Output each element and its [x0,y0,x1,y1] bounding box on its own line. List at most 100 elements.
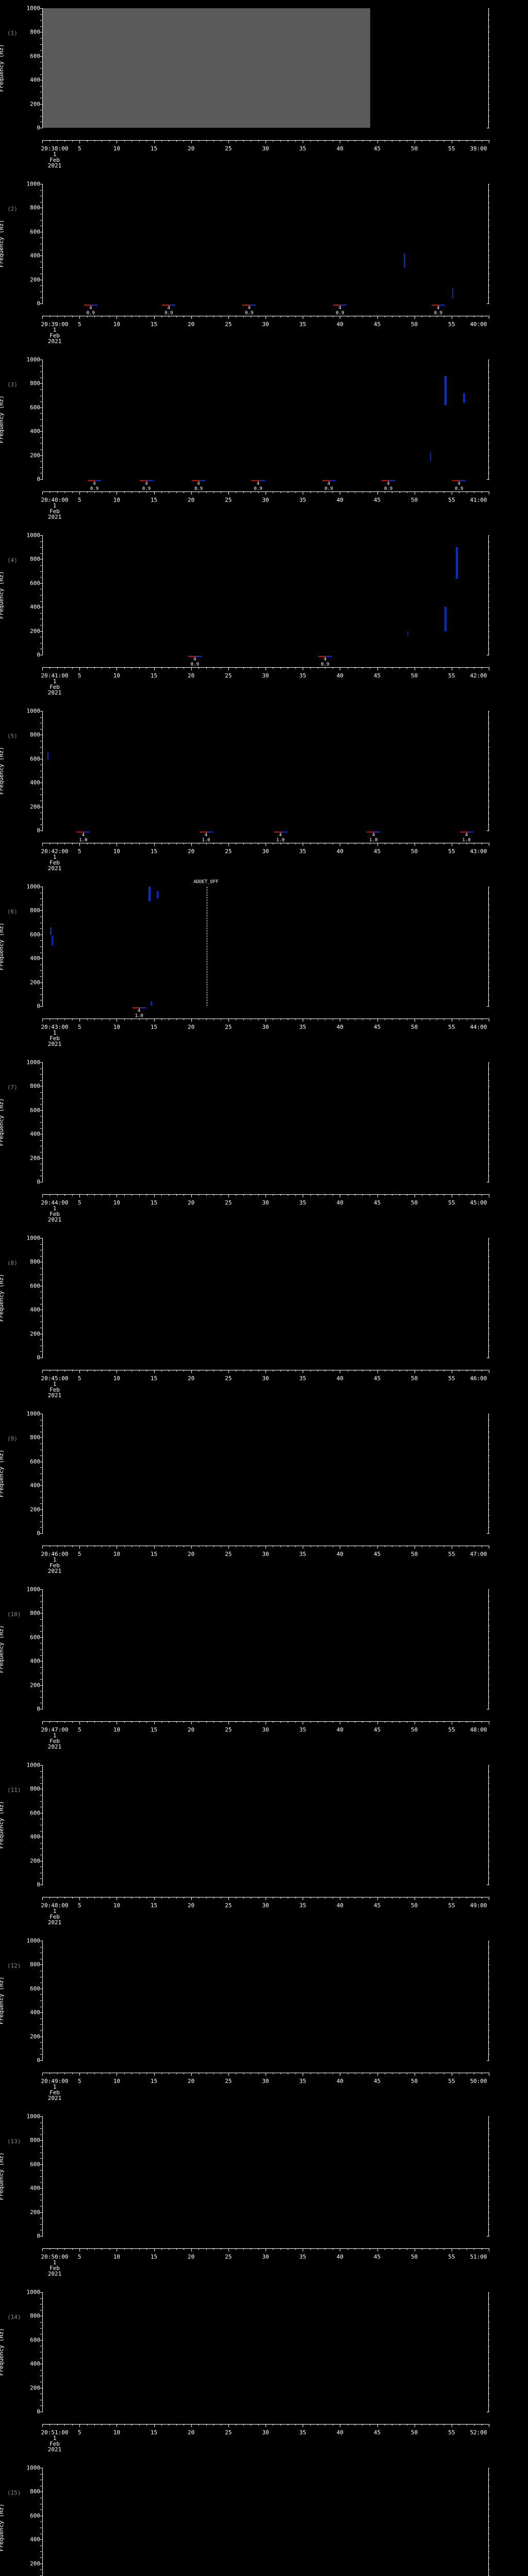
plot-area[interactable] [42,1238,489,1358]
x-tick-label: 55 [448,848,455,855]
plot-area[interactable] [42,535,489,655]
plot-area[interactable] [42,1062,489,1182]
spectrogram-panel[interactable]: (13) Frequency (Hz) 0 200 400 600 800 1000 20:50… [0,2108,528,2284]
spectrogram-panel[interactable]: (8) Frequency (Hz) 0 200 400 600 800 1000 20:45:… [0,1230,528,1405]
spectrogram-panel[interactable]: (15)Frequency (Hz)0200400600800100020:52… [0,2460,528,2576]
y-tick-label: 200 [30,2033,40,2040]
x-tick-mark [64,316,65,317]
plot-area[interactable] [42,8,489,128]
plot-area[interactable] [42,2292,489,2412]
x-tick-mark [243,843,244,844]
plot-area[interactable] [42,2116,489,2236]
plot-area[interactable] [42,1765,489,1885]
x-tick-mark [176,1546,177,1547]
x-tick-mark [243,667,244,669]
plot-area[interactable] [42,711,489,831]
spectrogram-panel[interactable]: (14) Frequency (Hz) 0 200 400 600 800 1000 20:51… [0,2284,528,2460]
y-tick-label: 1000 [26,2289,41,2296]
plot-area[interactable] [42,2468,489,2576]
spectrogram-panel[interactable]: (5) Frequency (Hz) 0 200 400 600 800 1000 4 1.0 4 1… [0,703,528,878]
y-tick-label: 800 [30,907,40,914]
plot-area[interactable] [42,184,489,303]
plot-area[interactable] [42,1941,489,2060]
x-axis-start-label: 20:40:00 [41,497,69,503]
panel-index-label: (4) [7,557,18,564]
x-tick-mark [154,2073,155,2076]
y-tick-mark [40,1274,42,1275]
x-tick-mark [124,2073,125,2074]
spectrogram-panel[interactable]: (3) Frequency (Hz) 0 200 400 600 800 1000 4 0.9 4 0… [0,351,528,527]
spectrogram-panel[interactable]: (6) Frequency (Hz) 0 200 400 600 800 1000 ADDET_… [0,878,528,1054]
x-tick-label: 15 [150,2429,158,2436]
x-tick-mark [146,1897,147,1899]
x-tick-mark [146,1721,147,1723]
x-tick-label: 25 [225,1199,232,1206]
y-tick-label: 1000 [26,532,41,539]
x-tick-label: 25 [225,1902,232,1909]
panel-index-label: (3) [7,381,18,388]
detection-trace [47,751,49,760]
detection-marker-count: 4 [193,657,196,662]
plot-area[interactable] [42,360,489,479]
x-tick-mark [42,1546,43,1549]
y-tick-label: 0 [37,827,40,834]
x-tick-mark [213,492,214,493]
detection-marker-count: 4 [457,481,460,486]
spectrogram-panel[interactable]: (1) Frequency (Hz) 0 200 400 600 800 1000 20:38:… [0,0,528,176]
y-tick-label: 800 [30,1609,40,1617]
x-tick-mark [280,1546,281,1547]
x-tick-mark [295,843,296,844]
y-tick-label: 1000 [26,1234,41,1242]
x-tick-mark [206,1897,207,1899]
spectrogram-panel[interactable]: (11) Frequency (Hz) 0 200 400 600 800 1000 20:48… [0,1757,528,1933]
x-tick-mark [124,667,125,669]
x-tick-label: 5 [77,1375,81,1382]
spectrogram-panel[interactable]: (4) Frequency (Hz) 0 200 400 600 800 1000 4 0.9 4 0… [0,527,528,703]
x-tick-mark [206,1721,207,1723]
spectrogram-panel[interactable]: (2) Frequency (Hz) 0 200 400 600 800 1000 4 0.9 4 0… [0,176,528,351]
y-tick-mark [40,946,42,947]
spectrogram-panel[interactable]: (12) Frequency (Hz) 0 200 400 600 800 1000 20:49… [0,1933,528,2108]
y-tick-mark [40,2188,43,2189]
spectrogram-panel[interactable]: (7) Frequency (Hz) 0 200 400 600 800 1000 20:44:… [0,1054,528,1230]
y-tick-mark [40,2170,42,2171]
y-tick-mark [40,2224,42,2225]
x-tick-mark [295,1721,296,1723]
x-tick-label: 5 [77,2253,81,2260]
y-tick-label: 400 [30,428,40,435]
plot-area[interactable] [42,887,489,1006]
y-tick-label: 800 [30,555,40,563]
y-tick-label: 0 [37,300,40,307]
y-tick-label: 400 [30,2360,40,2367]
x-axis-date-line: Feb [50,332,60,339]
x-tick-mark [228,1546,229,1549]
x-tick-mark [109,843,110,844]
x-axis-date-line: 2021 [47,689,62,696]
x-tick-mark [146,667,147,669]
detection-marker-score: 0.9 [90,486,99,492]
y-axis-ticks: 0 200 400 600 800 1000 [0,1234,41,1361]
y-tick-mark [40,455,43,456]
x-tick-label: 40 [336,2253,343,2260]
spectrogram-panel[interactable]: (10) Frequency (Hz) 0 200 400 600 800 1000 20:47… [0,1581,528,1757]
plot-area[interactable] [42,1589,489,1709]
x-tick-mark [206,1019,207,1020]
x-tick-mark [362,2424,363,2426]
x-tick-label: 45 [373,1551,381,1557]
x-axis-start-label: 20:44:00 [41,1199,69,1206]
x-tick-label: 15 [150,672,158,679]
x-tick-mark [295,1370,296,1371]
detection-marker-bar [273,832,287,833]
x-tick-mark [94,2248,95,2250]
y-tick-mark [40,2298,42,2299]
y-tick-mark [40,812,42,814]
x-axis-date-line: 1 [53,1908,57,1914]
y-tick-mark [40,1661,43,1662]
x-tick-mark [42,2073,43,2076]
x-tick-mark [64,1721,65,1723]
y-tick-label: 0 [37,1003,40,1010]
y-tick-label: 0 [37,1530,40,1537]
spectrogram-panel[interactable]: (9) Frequency (Hz) 0 200 400 600 800 1000 20:46:… [0,1405,528,1581]
x-tick-mark [176,1721,177,1723]
plot-area[interactable] [42,1414,489,1533]
